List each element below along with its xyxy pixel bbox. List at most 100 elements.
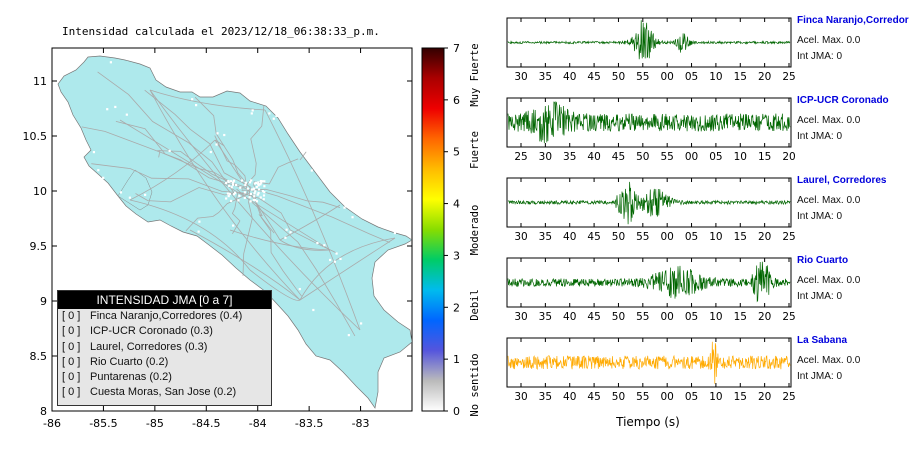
waveform-tick-label: 15: [734, 311, 747, 323]
city-dot: [230, 180, 233, 183]
road-line: [149, 89, 301, 301]
waveform-tick-label: 25: [782, 391, 795, 403]
road-line: [81, 126, 253, 191]
station-name: La Sabana: [797, 335, 848, 346]
city-dot: [405, 249, 408, 253]
city-dot: [391, 226, 395, 229]
city-dot: [239, 186, 242, 189]
city-dot: [351, 216, 354, 219]
road-line: [129, 139, 216, 201]
legend-row: [ 0 ] Cuesta Moras, San Jose (0.2): [58, 385, 271, 400]
colorbar-tick-label: 6: [453, 94, 460, 107]
map-x-tick-label: -86: [43, 417, 61, 430]
city-dot: [259, 196, 262, 199]
city-dot: [262, 198, 265, 201]
station-info: ICP-UCR Coronado Acel. Max. 0.0 Int JMA: 0: [797, 95, 889, 142]
station-info: Rio Cuarto Acel. Max. 0.0 Int JMA: 0: [797, 255, 860, 302]
legend-row: [ 0 ] Rio Cuarto (0.2): [58, 355, 271, 370]
waveform-tick-label: 15: [734, 71, 747, 83]
road-line: [299, 151, 307, 161]
city-dot: [256, 193, 259, 196]
legend-row-station: Cuesta Moras, San Jose (0.2): [90, 386, 237, 399]
colorbar-tick-label: 2: [453, 301, 460, 314]
waveform-tick-label: 45: [587, 391, 600, 403]
city-dot: [237, 199, 240, 202]
city-dot: [298, 287, 301, 291]
waveform-tick-label: 30: [514, 71, 527, 83]
waveform-tick-label: 40: [563, 311, 576, 323]
waveform-tick-label: 35: [539, 231, 552, 243]
waveform-tick-label: 35: [539, 71, 552, 83]
city-dot: [225, 181, 228, 185]
intensity-category-label: Fuerte: [469, 131, 481, 169]
station-name: ICP-UCR Coronado: [797, 95, 889, 106]
waveform-tick-label: 40: [587, 151, 600, 163]
city-dot: [252, 198, 255, 201]
city-dot: [227, 180, 230, 183]
city-dot: [249, 200, 252, 203]
city-dot: [255, 200, 259, 203]
station-jma: Int JMA: 0: [797, 131, 843, 142]
city-dot: [263, 180, 266, 183]
map-y-tick-label: 10: [33, 185, 47, 198]
station-accel-max: Acel. Max. 0.0: [797, 355, 861, 366]
waveform-panel: 30 35 40 45 50 55 00 05 10 15 20 25: [506, 257, 796, 323]
waveform-tick-label: 50: [612, 311, 625, 323]
legend-row-intensity: [ 0 ]: [62, 386, 81, 399]
waveform-tick-label: 30: [514, 311, 527, 323]
colorbar-tick-label: 4: [453, 198, 460, 211]
city-dot: [74, 131, 78, 134]
city-dot: [312, 308, 315, 312]
city-dot: [195, 104, 198, 107]
waveform-tick-label: 35: [539, 311, 552, 323]
waveform-tick-label: 55: [636, 231, 649, 243]
waveform-trace: [507, 261, 791, 303]
intensity-category-label: Debil: [469, 289, 481, 321]
waveform-trace: [507, 341, 791, 384]
road-line: [144, 89, 252, 188]
colorbar-ticks: 0 1 2 3 4 5 6 7: [444, 42, 460, 418]
waveform-tick-label: 45: [587, 71, 600, 83]
legend-row-intensity: [ 0 ]: [62, 325, 81, 338]
city-dot: [230, 199, 233, 203]
city-dot: [257, 188, 261, 191]
legend-row: [ 0 ] Puntarenas (0.2): [58, 370, 271, 385]
city-dot: [262, 194, 266, 197]
city-dot: [109, 61, 113, 64]
legend-row-station: Puntarenas (0.2): [90, 371, 172, 384]
waveform-tick-label: 25: [782, 71, 795, 83]
waveform-panels: 30 35 40 45 50 55 00 05 10 15 20 25 25 30 35 40 45 50 55 00…: [506, 17, 796, 403]
city-dot: [329, 258, 332, 262]
city-dot: [268, 112, 271, 115]
city-dot: [333, 260, 337, 263]
legend-rows: [ 0 ] Finca Naranjo,Corredores (0.4)[ 0 ]…: [58, 309, 271, 401]
city-dot: [253, 187, 256, 190]
waveform-tick-label: 00: [660, 311, 673, 323]
waveform-tick-label: 50: [612, 71, 625, 83]
station-info: Laurel, Corredores Acel. Max. 0.0 Int JMA:…: [797, 175, 886, 222]
map-x-axis: -86 -85.5 -85 -84.5 -84 -83.5 -83: [43, 48, 370, 430]
map-x-tick-label: -85: [146, 417, 164, 430]
colorbar-gradient: [421, 47, 445, 412]
waveform-tick-label: 35: [539, 391, 552, 403]
waveform-tick-label: 15: [734, 391, 747, 403]
city-dot: [232, 224, 235, 227]
city-dot: [244, 181, 247, 184]
legend-row: [ 0 ] Finca Naranjo,Corredores (0.4): [58, 309, 271, 324]
city-dot: [209, 150, 212, 154]
intensity-category-label: Muy Fuerte: [469, 43, 481, 106]
road-line: [299, 237, 396, 301]
station-jma: Int JMA: 0: [797, 291, 843, 302]
legend-row: [ 0 ] ICP-UCR Coronado (0.3): [58, 324, 271, 339]
waveform-tick-label: 55: [636, 391, 649, 403]
waveform-tick-label: 55: [660, 151, 673, 163]
city-dot: [257, 192, 260, 195]
waveform-tick-label: 10: [709, 311, 722, 323]
road-line: [279, 204, 341, 241]
waveform-tick-label: 30: [514, 391, 527, 403]
map-y-tick-label: 9: [40, 295, 47, 308]
waveform-panel: 30 35 40 45 50 55 00 05 10 15 20 25: [506, 337, 796, 403]
city-markers: [74, 61, 408, 337]
waveform-tick-label: 45: [587, 231, 600, 243]
